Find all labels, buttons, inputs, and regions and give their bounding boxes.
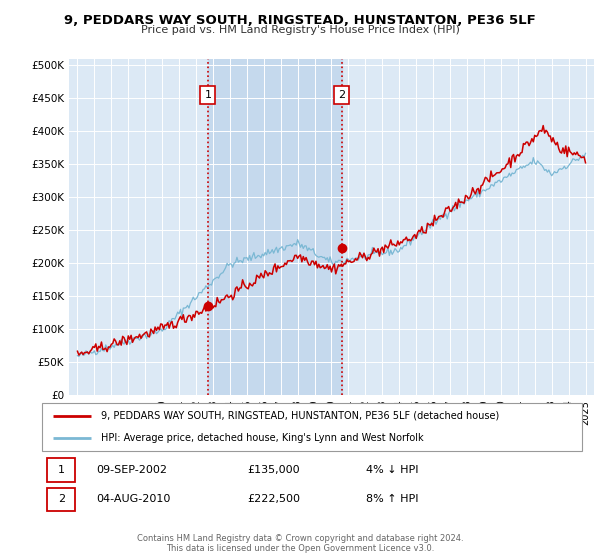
- Text: £135,000: £135,000: [247, 465, 300, 475]
- Text: 04-AUG-2010: 04-AUG-2010: [96, 494, 170, 505]
- Bar: [208, 59, 341, 395]
- Text: 4% ↓ HPI: 4% ↓ HPI: [366, 465, 419, 475]
- Text: Price paid vs. HM Land Registry's House Price Index (HPI): Price paid vs. HM Land Registry's House …: [140, 25, 460, 35]
- Text: Contains HM Land Registry data © Crown copyright and database right 2024.
This d: Contains HM Land Registry data © Crown c…: [137, 534, 463, 553]
- Text: HPI: Average price, detached house, King's Lynn and West Norfolk: HPI: Average price, detached house, King…: [101, 433, 424, 444]
- Text: 1: 1: [205, 90, 211, 100]
- FancyBboxPatch shape: [47, 458, 76, 482]
- Text: 9, PEDDARS WAY SOUTH, RINGSTEAD, HUNSTANTON, PE36 5LF: 9, PEDDARS WAY SOUTH, RINGSTEAD, HUNSTAN…: [64, 14, 536, 27]
- Text: 2: 2: [338, 90, 345, 100]
- Text: 8% ↑ HPI: 8% ↑ HPI: [366, 494, 419, 505]
- FancyBboxPatch shape: [47, 488, 76, 511]
- Text: 09-SEP-2002: 09-SEP-2002: [96, 465, 167, 475]
- Text: 1: 1: [58, 465, 65, 475]
- Text: 9, PEDDARS WAY SOUTH, RINGSTEAD, HUNSTANTON, PE36 5LF (detached house): 9, PEDDARS WAY SOUTH, RINGSTEAD, HUNSTAN…: [101, 410, 500, 421]
- Text: £222,500: £222,500: [247, 494, 300, 505]
- Text: 2: 2: [58, 494, 65, 505]
